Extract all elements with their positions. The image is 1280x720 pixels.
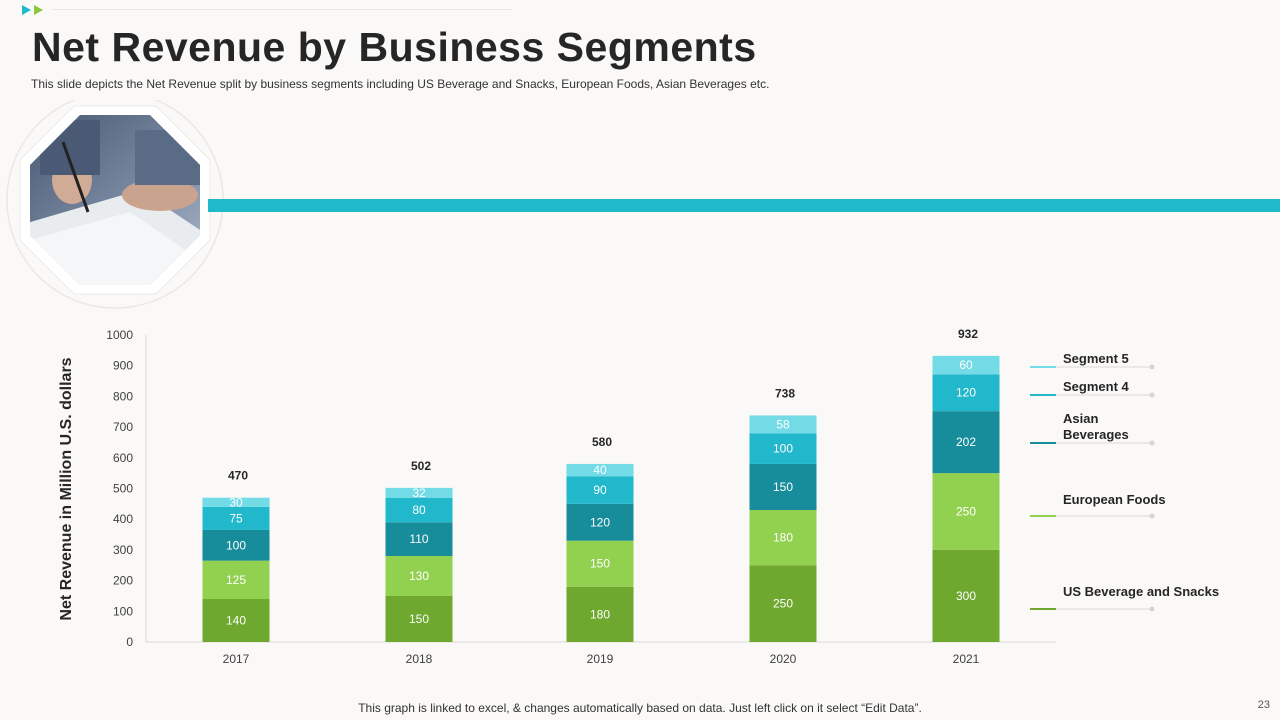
y-tick-label: 0: [126, 635, 133, 649]
data-label: 60: [959, 358, 973, 372]
bar-segment: [932, 374, 1000, 412]
data-label: 300: [956, 589, 976, 603]
bar-segment: [385, 497, 453, 523]
footer-note: This graph is linked to excel, & changes…: [358, 701, 922, 715]
y-tick-label: 300: [113, 543, 133, 557]
bar-segment: [566, 476, 634, 504]
bar-segment: [749, 509, 817, 566]
y-tick-label: 700: [113, 420, 133, 434]
bar-segment: [749, 565, 817, 642]
legend-dot: [1149, 513, 1155, 519]
bar-segment: [202, 560, 270, 600]
y-tick-label: 1000: [106, 328, 133, 342]
data-label: 58: [776, 417, 790, 431]
data-label: 125: [226, 573, 246, 587]
data-label: 130: [409, 569, 429, 583]
bar-segment: [932, 549, 1000, 642]
data-label: 40: [593, 463, 607, 477]
bar-segment: [749, 415, 817, 434]
header-divider: [52, 9, 512, 10]
bar-segment: [932, 411, 1000, 474]
data-label: 150: [590, 557, 610, 571]
data-label: 80: [412, 503, 426, 517]
data-label: 110: [409, 532, 428, 546]
data-label: 90: [593, 483, 607, 497]
total-label: 932: [958, 327, 978, 341]
bar-segment: [202, 599, 270, 642]
stacked-bar-chart: 0 100 200 300 400 500 600 700 800 900 1000 Net Reve…: [58, 327, 1219, 666]
data-label: 30: [229, 495, 243, 509]
accent-bar: [208, 199, 1280, 212]
arrow-icon: [34, 5, 43, 15]
data-label: 250: [956, 505, 976, 519]
x-tick-label: 2021: [953, 652, 980, 666]
data-label: 250: [773, 597, 793, 611]
legend-dot: [1149, 392, 1155, 398]
total-label: 580: [592, 435, 612, 449]
bar-segment: [749, 433, 817, 464]
total-label: 502: [411, 459, 431, 473]
x-tick-label: 2017: [223, 652, 250, 666]
y-tick-label: 200: [113, 574, 133, 588]
bar-segment: [566, 586, 634, 642]
data-label: 180: [773, 531, 793, 545]
data-label: 140: [226, 614, 246, 628]
data-label: 32: [412, 486, 426, 500]
x-tick-label: 2018: [406, 652, 433, 666]
legend-label: Segment 5: [1063, 351, 1129, 366]
legend-label: Asian: [1063, 411, 1098, 426]
data-label: 120: [956, 386, 976, 400]
photo-octagon: [6, 100, 224, 309]
legend-label: US Beverage and Snacks: [1063, 584, 1219, 599]
data-label: 120: [590, 515, 610, 529]
y-tick-label: 100: [113, 604, 133, 618]
legend-dot: [1149, 364, 1155, 370]
legend-dot: [1149, 606, 1155, 612]
total-label: 738: [775, 386, 795, 400]
bar-segment: [385, 522, 453, 557]
data-label: 100: [226, 538, 246, 552]
arrow-icon: [22, 5, 31, 15]
bar-segment: [932, 473, 1000, 550]
x-tick-label: 2020: [770, 652, 797, 666]
y-tick-label: 500: [113, 482, 133, 496]
bar-segment: [202, 506, 270, 530]
y-tick-label: 600: [113, 451, 133, 465]
bar-segment: [385, 487, 453, 498]
bar-segment: [932, 355, 1000, 375]
data-label: 150: [409, 612, 429, 626]
data-label: 202: [956, 435, 976, 449]
bar-segment: [566, 540, 634, 587]
bar-segment: [566, 503, 634, 541]
bar-segment: [385, 556, 453, 596]
bar-segment: [385, 595, 453, 642]
legend-label: Beverages: [1063, 427, 1129, 442]
y-tick-label: 900: [113, 359, 133, 373]
y-tick-label: 400: [113, 512, 133, 526]
bar-segment: [749, 463, 817, 510]
data-label: 75: [229, 511, 243, 525]
total-label: 470: [228, 469, 248, 483]
bar-segment: [566, 463, 634, 477]
page-title: Net Revenue by Business Segments: [32, 24, 757, 70]
data-label: 100: [773, 442, 793, 456]
page-subtitle: This slide depicts the Net Revenue split…: [31, 77, 770, 91]
arrow-decoration-icon: [22, 5, 43, 15]
data-label: 180: [590, 607, 610, 621]
legend-label: Segment 4: [1063, 379, 1130, 394]
bar-segment: [202, 529, 270, 561]
y-axis-label: Net Revenue in Million U.S. dollars: [58, 357, 75, 620]
data-label: 150: [773, 480, 793, 494]
x-tick-label: 2019: [587, 652, 614, 666]
bar-segment: [202, 497, 270, 507]
legend-dot: [1149, 440, 1155, 446]
page-number: 23: [1257, 699, 1270, 711]
legend-label: European Foods: [1063, 492, 1166, 507]
y-tick-label: 800: [113, 389, 133, 403]
